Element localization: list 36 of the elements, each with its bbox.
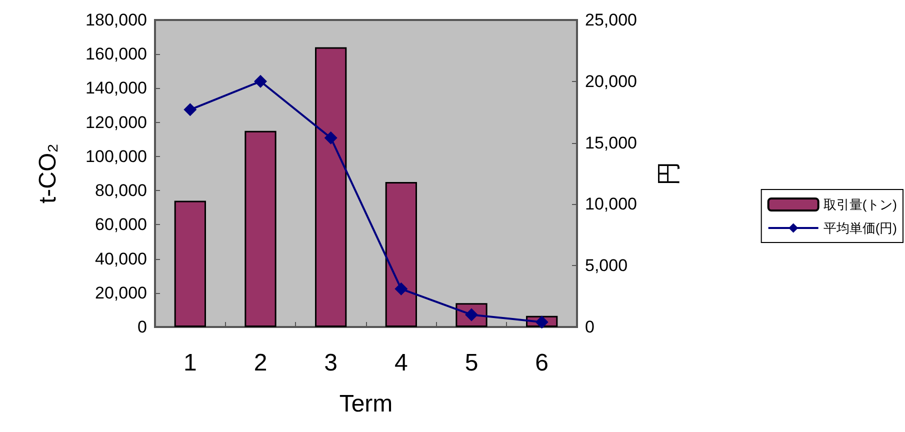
y-tick-label: 100,000 bbox=[86, 146, 147, 166]
y-axis-title: t-CO₂ bbox=[34, 144, 62, 204]
legend-label: 取引量(トン) bbox=[823, 197, 898, 212]
y-tick-label: 120,000 bbox=[86, 112, 147, 132]
y2-tick-label: 10,000 bbox=[585, 194, 637, 214]
y-tick-label: 40,000 bbox=[95, 249, 147, 268]
y2-tick-label: 0 bbox=[585, 318, 594, 336]
y2-tick-label: 5,000 bbox=[585, 256, 628, 276]
point bbox=[535, 316, 548, 329]
y2-axis-title: 円 bbox=[656, 162, 682, 186]
y2-tick-label: 20,000 bbox=[585, 72, 637, 91]
y-tick-label: 140,000 bbox=[86, 78, 147, 98]
x-tick-label: 3 bbox=[324, 350, 338, 376]
x-tick-label: 1 bbox=[183, 350, 197, 376]
bar bbox=[315, 47, 347, 327]
point bbox=[184, 103, 197, 116]
bar bbox=[174, 200, 206, 327]
y-tick-label: 80,000 bbox=[95, 181, 147, 200]
y-tick-label: 0 bbox=[138, 318, 147, 336]
x-tick-label: 4 bbox=[394, 350, 408, 376]
point bbox=[394, 282, 408, 296]
legend-label: 平均単価(円) bbox=[823, 220, 898, 236]
x-axis-title: Term bbox=[339, 390, 393, 418]
y-tick-label: 20,000 bbox=[95, 283, 147, 302]
y-tick-label: 160,000 bbox=[86, 44, 147, 64]
y2-tick-label: 15,000 bbox=[585, 133, 637, 152]
bar bbox=[385, 182, 417, 327]
bar bbox=[244, 130, 276, 327]
x-tick-label: 6 bbox=[535, 350, 549, 376]
x-tick-label: 2 bbox=[254, 350, 268, 376]
point bbox=[254, 74, 267, 88]
x-tick-label: 5 bbox=[464, 350, 478, 376]
y-tick-label: 60,000 bbox=[95, 215, 147, 234]
point bbox=[324, 131, 338, 144]
y2-tick-label: 25,000 bbox=[585, 10, 637, 30]
y-tick-label: 180,000 bbox=[86, 10, 147, 30]
